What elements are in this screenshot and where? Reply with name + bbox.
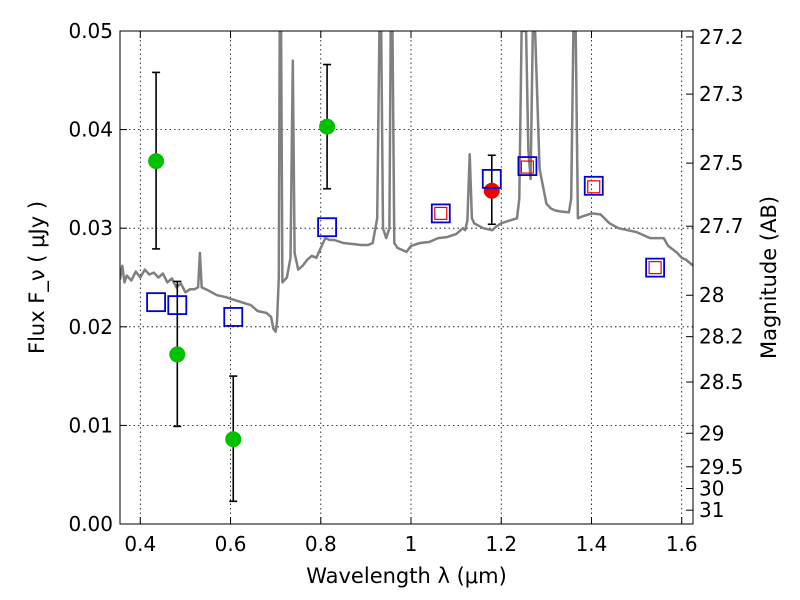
x-tick-label: 1 <box>405 532 418 556</box>
spectrum-layer <box>120 31 693 333</box>
model-square-red <box>648 261 662 275</box>
data-point <box>225 431 242 448</box>
y2-tick-label: 27.5 <box>699 151 744 175</box>
model-square-blue <box>583 175 604 196</box>
x-tick-label: 1.2 <box>485 532 517 556</box>
x-tick-label: 1.4 <box>576 532 608 556</box>
y-tick-label: 0.02 <box>68 315 113 339</box>
y-tick-label: 0.01 <box>68 413 113 437</box>
data-point <box>169 346 186 363</box>
spectrum-line <box>120 31 693 333</box>
plot-frame <box>119 30 694 525</box>
model-square-blue <box>430 203 451 224</box>
model-square-red <box>587 180 601 194</box>
model-square-blue <box>645 257 666 278</box>
model-square-blue <box>481 168 502 189</box>
y2-tick-label: 28.5 <box>699 370 744 394</box>
x-tick-label: 0.4 <box>124 532 156 556</box>
data-point <box>148 153 165 170</box>
y2-tick-label: 28 <box>699 283 724 307</box>
model-square-red <box>434 206 448 221</box>
axis-ticks: 0.4 0.6 0.8 1 1.2 1.4 1.6 0.00 0.01 0.02 0.03 0.04 0… <box>68 19 743 556</box>
data-point <box>319 118 336 135</box>
y2-tick-label: 27.3 <box>699 82 744 106</box>
x-axis-title: Wavelength λ (μm) <box>306 564 507 588</box>
y-tick-label: 0.00 <box>68 512 113 536</box>
model-square-red <box>520 160 535 174</box>
y-tick-label: 0.03 <box>68 216 113 240</box>
x-tick-label: 0.6 <box>215 532 247 556</box>
grid-lines <box>120 31 693 524</box>
y2-tick-label: 29 <box>699 421 724 445</box>
y2-tick-label: 29.5 <box>699 455 744 479</box>
model-square-blue <box>167 295 188 316</box>
model-square-blue <box>317 217 337 238</box>
y-axis-title: Flux F_ν ( μJy ) <box>25 201 50 354</box>
data-point <box>483 182 500 199</box>
y-tick-label: 0.05 <box>68 19 113 43</box>
x-tick-label: 0.8 <box>305 532 337 556</box>
y2-tick-label: 30 <box>699 477 724 501</box>
y2-tick-label: 27.2 <box>699 25 744 49</box>
y-tick-label: 0.04 <box>68 118 113 142</box>
photometry-layer <box>146 63 666 503</box>
model-square-blue <box>146 292 166 313</box>
y2-tick-label: 27.7 <box>699 214 744 238</box>
model-square-blue <box>223 307 244 327</box>
y2-axis-title: Magnitude (AB) <box>757 196 781 359</box>
model-square-blue <box>517 156 538 176</box>
y2-tick-label: 28.2 <box>699 325 744 349</box>
x-tick-label: 1.6 <box>666 532 698 556</box>
y2-tick-label: 31 <box>699 498 724 522</box>
